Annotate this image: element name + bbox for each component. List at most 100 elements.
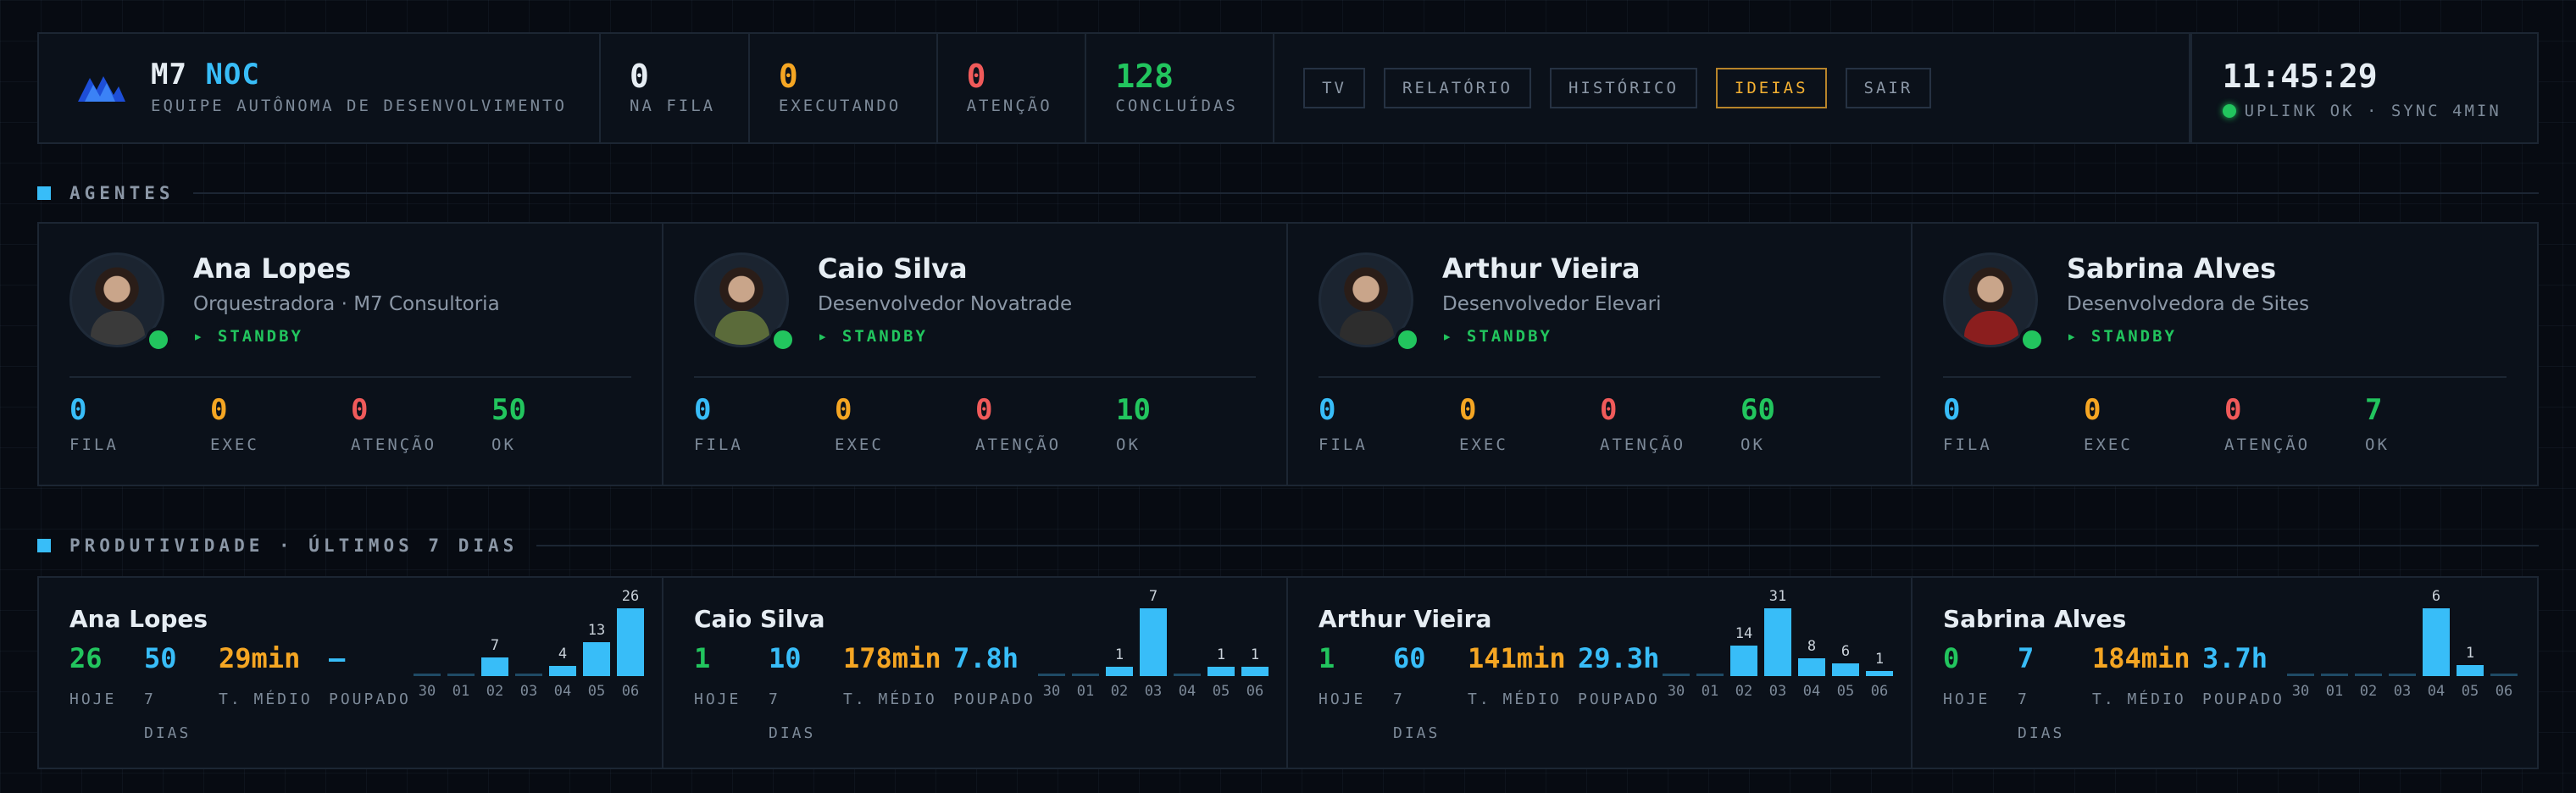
agent-metric: 0 FILA <box>69 393 205 454</box>
chart-bar <box>549 666 576 676</box>
chart-bar-label: 7 <box>490 637 500 654</box>
stat-attention-value: 0 <box>966 58 986 95</box>
agent-name: Arthur Vieira <box>1442 252 1641 285</box>
chart-x-tick: 02 <box>2359 683 2378 700</box>
agent-metric-value: 7 <box>2365 393 2383 427</box>
status-dot-icon <box>2222 104 2236 118</box>
agent-metric-label: OK <box>2365 435 2390 454</box>
chart-bar <box>1208 667 1235 676</box>
agent-metric: 7 OK <box>2365 393 2501 454</box>
chart-bar-label: 26 <box>621 588 640 605</box>
agent-metric: 60 OK <box>1740 393 1876 454</box>
productivity-metric-value: — <box>329 642 346 674</box>
chart-bar <box>2389 674 2416 676</box>
productivity-metric-label: 7 DIAS <box>2018 690 2065 742</box>
productivity-metric: 3.7h POUPADO <box>2202 642 2338 717</box>
productivity-metric-label: 7 DIAS <box>144 690 192 742</box>
productivity-metric-value: 29.3h <box>1578 642 1660 674</box>
agent-card[interactable]: Ana Lopes Orquestradora · M7 Consultoria… <box>39 224 663 485</box>
productivity-metric-value: 26 <box>69 642 103 674</box>
agent-role: Desenvolvedora de Sites <box>2067 293 2310 315</box>
agent-metric: 0 EXEC <box>2084 393 2219 454</box>
productivity-agent-name: Ana Lopes <box>69 605 208 633</box>
productivity-metric: — POUPADO <box>329 642 464 717</box>
productivity-metric: 29min T. MÉDIO <box>219 642 320 717</box>
productivity-metric-value: 184min <box>2092 642 2190 674</box>
clock-panel: 11:45:29 UPLINK OK · SYNC 4MIN <box>2190 34 2537 142</box>
agent-card[interactable]: Arthur Vieira Desenvolvedor Elevari ▸ ST… <box>1288 224 1913 485</box>
productivity-card: Caio Silva 1 HOJE 10 7 DIAS 178min T. MÉ… <box>663 578 1288 768</box>
agent-metric-label: ATENÇÃO <box>975 435 1062 454</box>
agent-metric-label: FILA <box>1319 435 1368 454</box>
agent-metric-label: FILA <box>1943 435 1992 454</box>
agent-metric-label: OK <box>491 435 516 454</box>
online-status-icon <box>1395 327 1420 352</box>
nav-button-ideias[interactable]: IDEIAS <box>1715 68 1827 108</box>
agent-metric: 0 ATENÇÃO <box>351 393 486 454</box>
productivity-metric: 26 HOJE <box>69 642 205 717</box>
chart-bar <box>583 642 610 676</box>
stat-executing-label: EXECUTANDO <box>778 97 902 115</box>
agent-divider <box>1319 376 1880 378</box>
productivity-bar-chart: 30 01 1 02 7 03 04 1 05 1 06 <box>1035 588 1269 747</box>
agent-card[interactable]: Caio Silva Desenvolvedor Novatrade ▸ STA… <box>663 224 1288 485</box>
chart-bar <box>481 657 508 676</box>
productivity-metric: 50 7 DIAS <box>144 642 203 751</box>
agent-card[interactable]: Sabrina Alves Desenvolvedora de Sites ▸ … <box>1913 224 2537 485</box>
chart-x-tick: 04 <box>1178 683 1196 700</box>
productivity-bar-chart: 30 01 14 02 31 03 8 04 6 05 1 06 <box>1659 588 1893 747</box>
agent-divider <box>69 376 631 378</box>
productivity-metric-value: 1 <box>1319 642 1335 674</box>
chart-x-tick: 03 <box>519 683 538 700</box>
productivity-metric-label: HOJE <box>69 690 117 708</box>
productivity-metric-label: T. MÉDIO <box>2092 690 2186 708</box>
chart-bar-label: 6 <box>1840 643 1851 660</box>
chart-bar <box>1730 646 1757 676</box>
nav-button-historico[interactable]: HISTÓRICO <box>1549 68 1697 108</box>
chart-x-tick: 06 <box>1246 683 1264 700</box>
agent-metric-value: 0 <box>1943 393 1961 427</box>
chart-x-tick: 05 <box>587 683 606 700</box>
productivity-metric-label: HOJE <box>1943 690 1990 708</box>
agent-metric-value: 10 <box>1116 393 1151 427</box>
agent-metric-value: 0 <box>2084 393 2101 427</box>
agent-metric-value: 0 <box>694 393 712 427</box>
chart-x-tick: 01 <box>1701 683 1719 700</box>
chart-bar <box>1174 674 1201 676</box>
agent-metric-value: 0 <box>835 393 852 427</box>
chart-x-tick: 30 <box>1042 683 1061 700</box>
section-divider <box>192 192 2539 194</box>
avatar-figure <box>1964 311 2018 345</box>
nav-button-tv[interactable]: TV <box>1303 68 1365 108</box>
chart-bar <box>1106 667 1133 676</box>
productivity-metric-label: T. MÉDIO <box>1468 690 1562 708</box>
chart-bar-label: 8 <box>1807 638 1817 655</box>
chart-bar-label: 1 <box>2465 645 2475 662</box>
chart-x-tick: 02 <box>1110 683 1129 700</box>
chart-bar-label: 4 <box>558 646 568 663</box>
nav-button-relatorio[interactable]: RELATÓRIO <box>1384 68 1531 108</box>
productivity-metric-label: T. MÉDIO <box>219 690 313 708</box>
chart-x-tick: 02 <box>486 683 504 700</box>
agent-metric: 0 FILA <box>1943 393 2079 454</box>
chart-bar <box>1764 608 1791 676</box>
avatar-figure <box>715 311 769 345</box>
productivity-metric-value: 7 <box>2018 642 2035 674</box>
chart-x-tick: 03 <box>1144 683 1163 700</box>
chart-x-tick: 05 <box>2461 683 2479 700</box>
agent-metric-value: 50 <box>491 393 526 427</box>
productivity-bar-chart: 30 01 02 03 6 04 1 05 06 <box>2284 588 2518 747</box>
nav-bar: TV RELATÓRIO HISTÓRICO IDEIAS SAIR <box>1274 34 2190 142</box>
chart-x-tick: 05 <box>1836 683 1855 700</box>
stat-attention-label: ATENÇÃO <box>966 97 1052 115</box>
agent-divider <box>1943 376 2507 378</box>
nav-button-sair[interactable]: SAIR <box>1845 68 1932 108</box>
agent-metric: 10 OK <box>1116 393 1252 454</box>
productivity-metric-value: 50 <box>144 642 177 674</box>
chart-x-tick: 30 <box>1667 683 1685 700</box>
online-status-icon <box>2019 327 2045 352</box>
stat-completed-value: 128 <box>1115 58 1174 95</box>
agent-metric-label: EXEC <box>835 435 884 454</box>
productivity-metric: 1 HOJE <box>1319 642 1454 717</box>
chart-x-tick: 06 <box>1870 683 1889 700</box>
